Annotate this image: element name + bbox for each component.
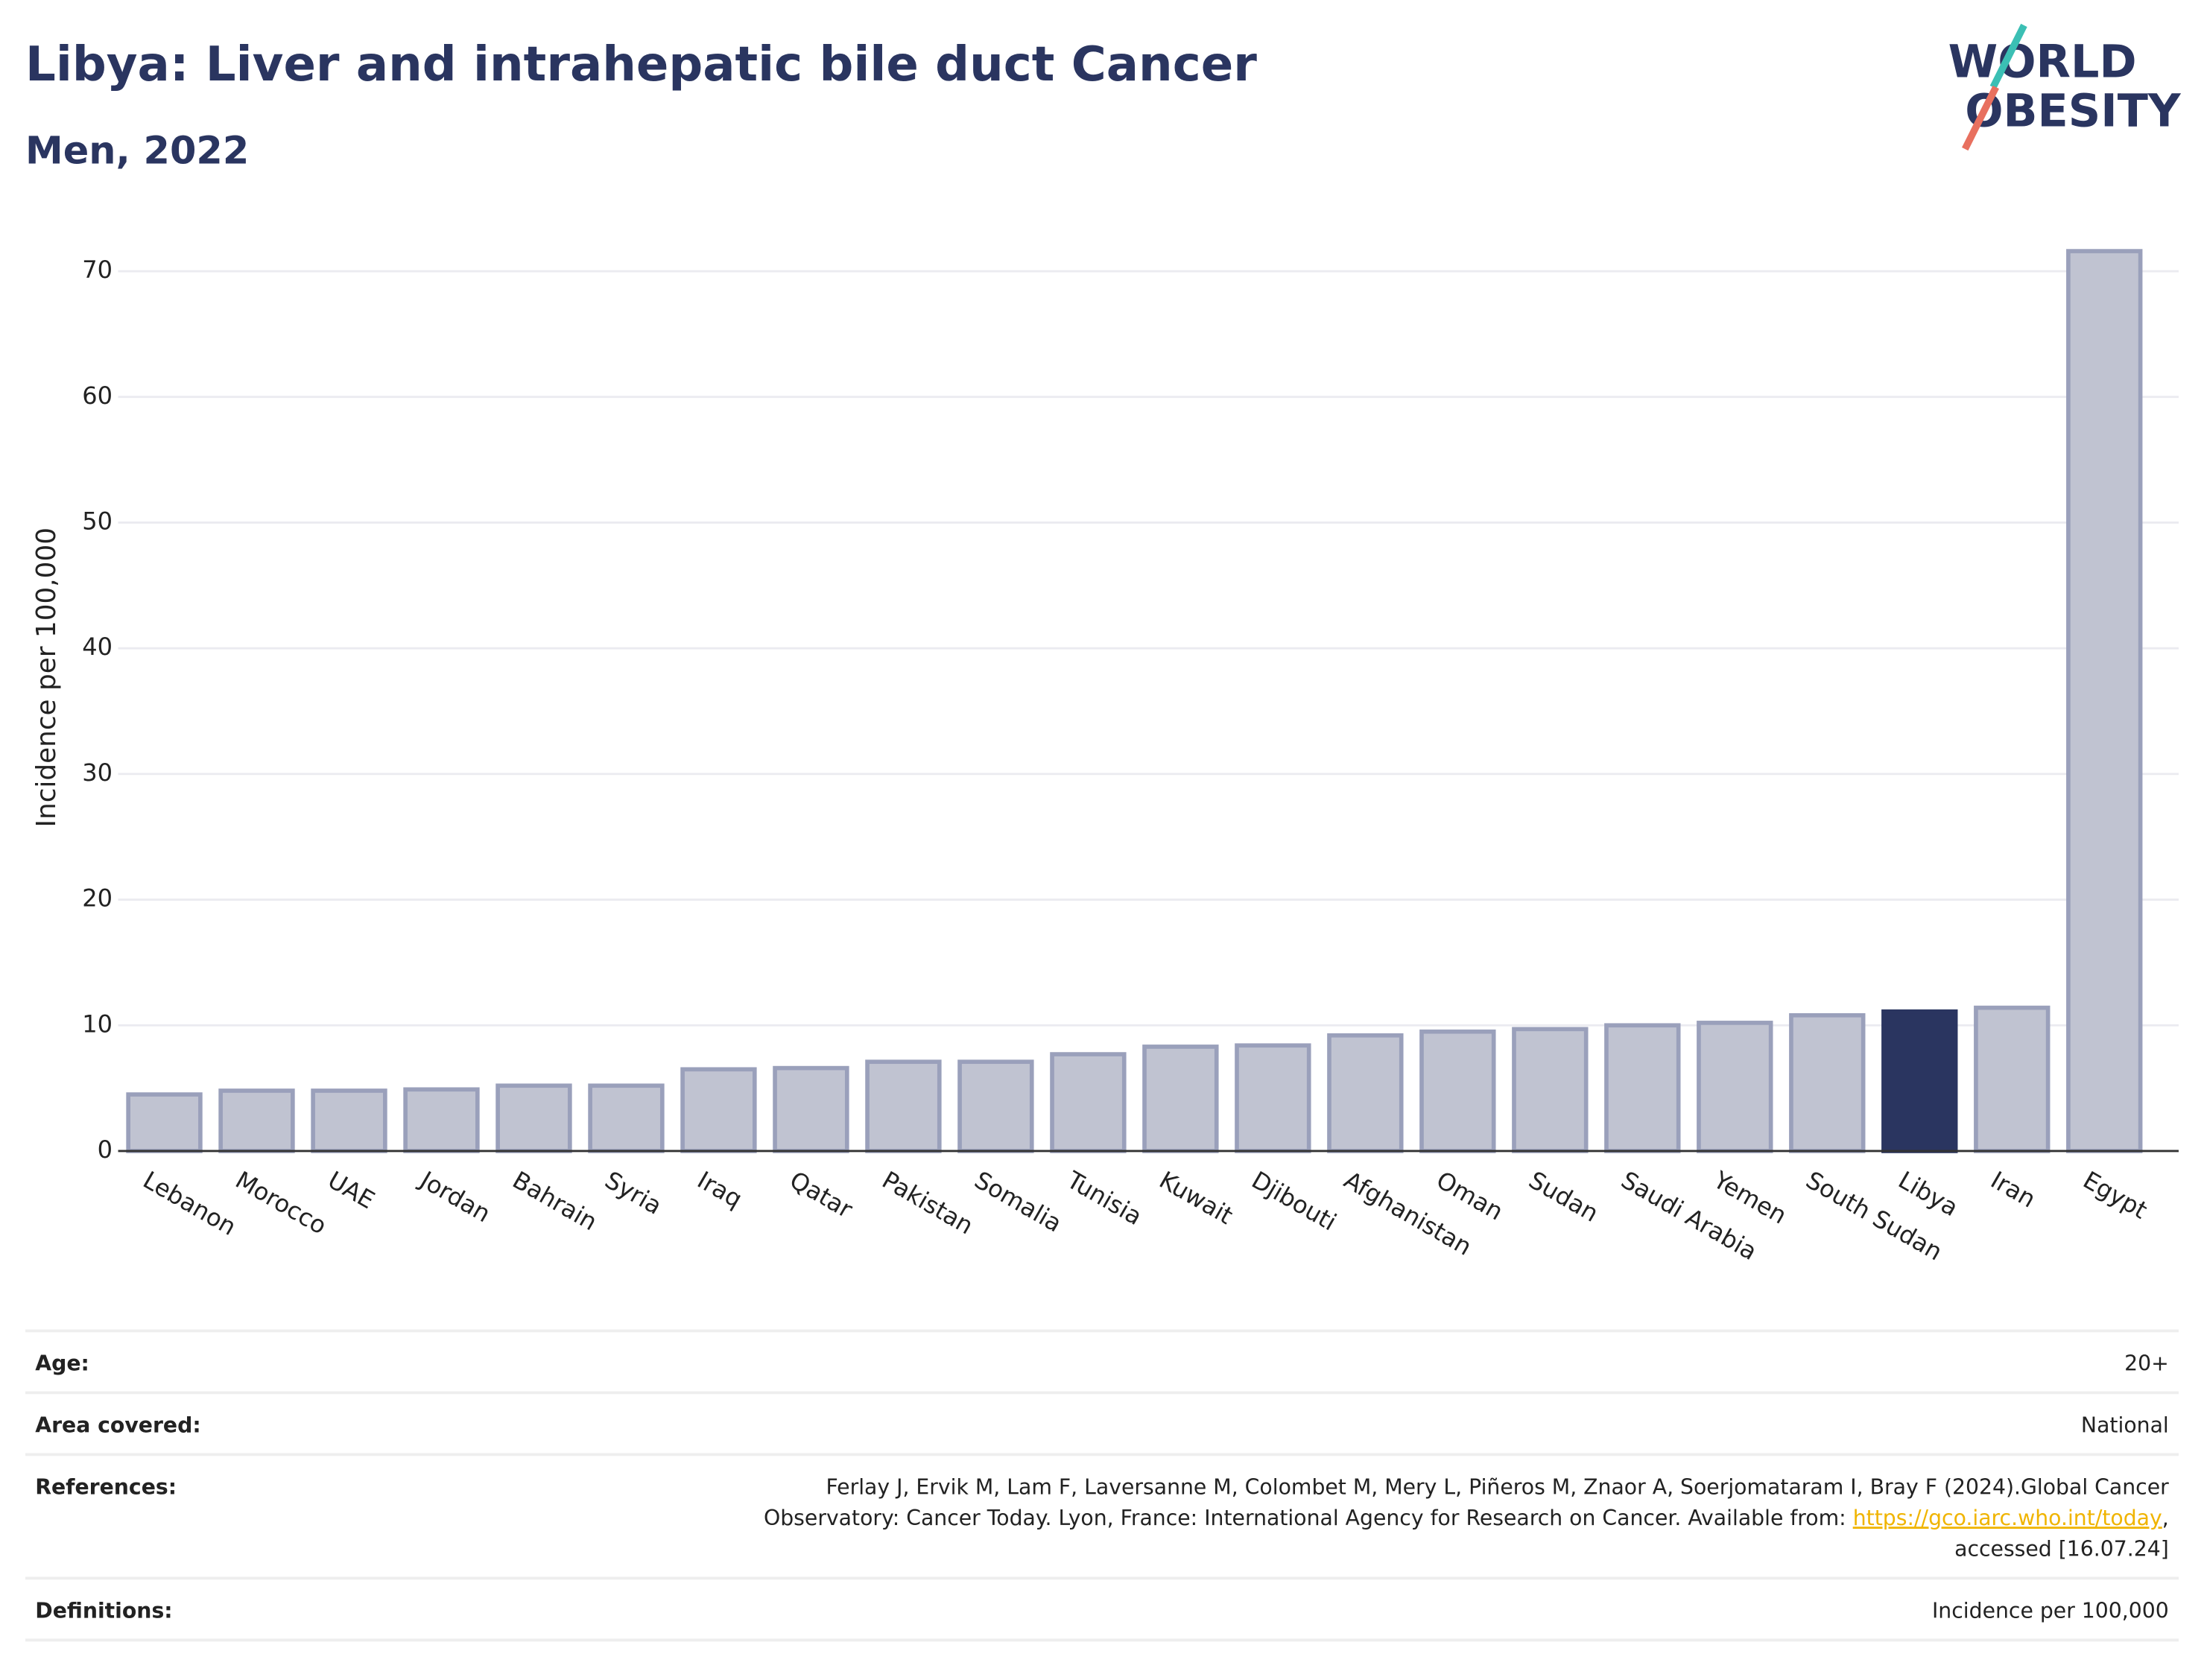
x-tick-label: Djibouti [1247,1166,1341,1237]
row-value: Ferlay J, Ervik M, Lam F, Laversanne M, … [826,1475,2169,1500]
bar [1881,1009,1958,1153]
x-tick-label: Syria [601,1166,667,1220]
y-tick-label: 50 [82,507,113,535]
bar [403,1087,480,1153]
y-tick-label: 60 [82,381,113,410]
x-tick-label: Morocco [231,1166,332,1240]
row-value: Incidence per 100,000 [1932,1599,2169,1623]
info-table: Age: 20+ Area covered: National Referenc… [25,1329,2179,1642]
row-value: 20+ [2124,1351,2169,1376]
y-tick-label: 20 [82,884,113,913]
bar [495,1083,572,1153]
bar [126,1092,203,1153]
x-tick-label: Tunisia [1062,1165,1147,1231]
x-tick-label: Egypt [2078,1166,2152,1225]
bar [1604,1023,1681,1153]
bar [1789,1012,1866,1153]
y-tick-label: 10 [82,1009,113,1038]
x-tick-label: Libya [1893,1166,1963,1223]
bar [1235,1043,1311,1153]
x-tick-label: Iraq [693,1166,747,1214]
logo-slash [1989,23,2027,89]
x-tick-label: Qatar [785,1166,858,1224]
bar [588,1083,665,1153]
logo-text: WORLD [1948,36,2137,88]
x-tick-label: Sudan [1524,1166,1603,1228]
y-tick-label: 70 [82,256,113,284]
x-tick-label: Iran [1986,1166,2040,1214]
y-tick-label: 0 [98,1135,113,1164]
bar [1050,1052,1127,1153]
logo: WORLD OBESITY [1948,23,2182,151]
link[interactable]: https://gco.iarc.who.int/today [1853,1506,2162,1530]
x-tick-label: Jordan [414,1165,495,1229]
chart-subtitle: Men, 2022 [25,130,249,174]
bar [680,1067,757,1153]
row-label: Definitions: [35,1599,172,1623]
bar [957,1059,1034,1153]
bar [218,1088,295,1153]
bar [1512,1027,1589,1153]
text: , [2162,1506,2169,1530]
row-value: Observatory: Cancer Today. Lyon, France:… [764,1506,2169,1530]
bar [311,1088,387,1153]
logo-text: OBESITY [1965,85,2182,137]
chart-title: Libya: Liver and intrahepatic bile duct … [25,37,1257,92]
x-tick-label: Somalia [969,1166,1066,1238]
y-tick-label: 40 [82,633,113,661]
bar [1974,1005,2051,1153]
logo-slash [1962,85,1999,151]
bar [1419,1029,1496,1153]
x-tick-label: Lebanon [139,1166,241,1242]
x-tick-label: Pakistan [878,1166,978,1240]
row-label: Age: [35,1351,89,1376]
bar [1697,1021,1773,1153]
bar [2066,249,2143,1153]
bar [1327,1033,1404,1153]
y-tick-label: 30 [82,758,113,787]
x-tick-label: Bahrain [508,1166,602,1237]
row-value: National [2081,1413,2169,1438]
bar [773,1065,849,1153]
x-tick-label: Kuwait [1154,1166,1238,1230]
y-axis-label: Incidence per 100,000 [31,527,62,828]
text: Observatory: Cancer Today. Lyon, France:… [764,1506,1853,1530]
row-label: References: [35,1475,177,1500]
x-tick-label: UAE [323,1166,380,1215]
row-value: accessed [16.07.24] [1954,1537,2169,1562]
row-label: Area covered: [35,1413,200,1438]
bar [865,1059,942,1153]
bar [1142,1045,1219,1153]
